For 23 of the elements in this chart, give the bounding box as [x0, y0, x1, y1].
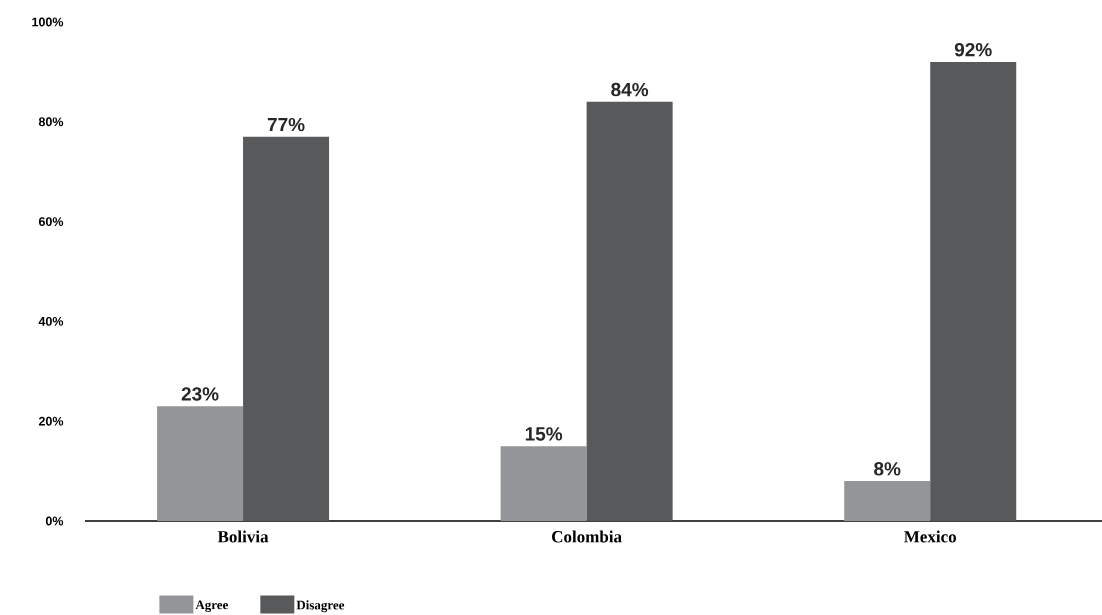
data-label: 8%	[874, 462, 901, 476]
data-label: 92%	[954, 42, 992, 57]
data-label: 77%	[267, 117, 305, 132]
bar	[930, 61, 1017, 521]
bar	[500, 446, 587, 521]
bar	[844, 481, 931, 521]
y-tick-label: 60%	[38, 217, 64, 227]
y-tick-label: 100%	[32, 17, 64, 27]
y-tick-label: 80%	[38, 117, 64, 127]
bar	[157, 406, 244, 521]
x-tick-label: Mexico	[904, 530, 957, 543]
data-label: 84%	[611, 82, 649, 97]
x-tick-label: Colombia	[552, 530, 622, 543]
data-label: 15%	[525, 427, 563, 441]
x-tick-label: Bolivia	[217, 530, 269, 543]
y-tick-label: 40%	[38, 316, 64, 326]
y-tick-label: 0%	[45, 516, 64, 526]
legend-label: Agree	[195, 600, 229, 612]
data-label: 23%	[181, 387, 219, 401]
y-tick-label: 20%	[38, 416, 64, 426]
bar	[586, 101, 673, 521]
bar	[243, 136, 330, 521]
legend-label: Disagree	[296, 600, 345, 613]
